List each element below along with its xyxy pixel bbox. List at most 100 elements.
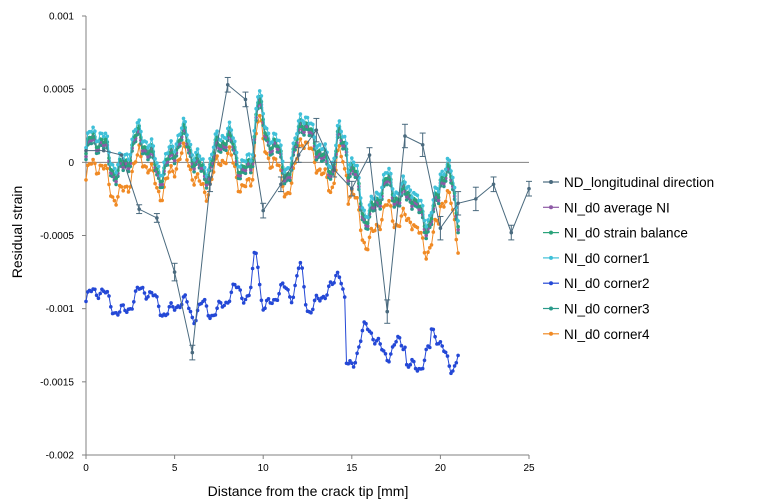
- data-point: [231, 136, 235, 140]
- data-point: [339, 154, 344, 159]
- data-point: [415, 193, 420, 198]
- data-point: [195, 147, 200, 151]
- data-point: [303, 303, 308, 307]
- data-point: [261, 208, 266, 213]
- data-point: [401, 206, 406, 211]
- data-point: [399, 214, 404, 218]
- data-point: [105, 289, 110, 294]
- data-point: [174, 167, 179, 171]
- data-point: [456, 227, 460, 232]
- data-point: [125, 310, 129, 315]
- data-point: [332, 167, 336, 172]
- data-point: [126, 190, 131, 194]
- data-point: [91, 125, 95, 130]
- data-point: [298, 112, 303, 116]
- data-point: [101, 134, 106, 139]
- data-point: [328, 171, 333, 176]
- data-point: [293, 136, 297, 140]
- legend-swatch-marker: [549, 281, 553, 286]
- data-point: [142, 291, 147, 295]
- data-point: [140, 285, 145, 290]
- data-point: [171, 305, 175, 309]
- data-point: [84, 299, 88, 304]
- data-point: [426, 250, 430, 254]
- data-point: [442, 205, 446, 209]
- data-point: [218, 147, 223, 151]
- data-point: [100, 137, 104, 142]
- data-point: [380, 185, 384, 190]
- data-point: [146, 154, 150, 159]
- data-point: [332, 281, 336, 285]
- data-point: [456, 353, 460, 358]
- y-tick-label: 0.001: [49, 12, 74, 23]
- data-point: [454, 237, 459, 242]
- data-point: [202, 165, 207, 170]
- data-point: [456, 230, 460, 235]
- legend: ND_longitudinal direction NI_d0 average N…: [543, 175, 714, 342]
- data-point: [167, 305, 172, 309]
- data-point: [229, 128, 234, 132]
- data-point: [183, 293, 187, 297]
- data-point: [422, 250, 427, 255]
- series-line: [86, 83, 530, 353]
- data-point: [389, 204, 393, 208]
- data-point: [454, 361, 459, 365]
- x-tick-label: 5: [172, 463, 178, 474]
- data-point: [241, 301, 246, 305]
- data-point: [440, 201, 445, 206]
- data-point: [337, 144, 342, 148]
- data-point: [190, 315, 195, 320]
- data-point: [218, 144, 223, 149]
- data-point: [226, 126, 230, 131]
- data-point: [392, 193, 397, 198]
- data-point: [224, 142, 228, 147]
- data-point: [357, 345, 361, 349]
- data-point: [139, 129, 143, 134]
- data-point: [420, 142, 425, 147]
- data-point: [440, 344, 445, 348]
- data-point: [424, 236, 429, 241]
- data-point: [185, 133, 189, 137]
- data-point: [334, 273, 338, 278]
- y-axis-label: Residual strain: [9, 186, 25, 279]
- data-point: [410, 204, 414, 208]
- data-point: [436, 198, 441, 203]
- data-point: [192, 158, 196, 162]
- data-point: [296, 119, 301, 123]
- data-point: [438, 340, 443, 344]
- data-point: [397, 224, 402, 229]
- data-point: [279, 143, 283, 148]
- data-point: [240, 296, 244, 301]
- data-point: [160, 173, 164, 178]
- legend-label: NI_d0 corner4: [564, 327, 650, 342]
- data-point: [112, 198, 117, 203]
- data-point: [249, 167, 253, 172]
- data-point: [332, 181, 336, 186]
- data-point: [259, 298, 264, 303]
- data-point: [346, 361, 351, 366]
- data-point: [355, 351, 359, 356]
- series-line: [85, 251, 459, 375]
- data-point: [408, 362, 413, 367]
- data-point: [428, 245, 432, 250]
- data-point: [428, 345, 432, 350]
- data-point: [109, 305, 113, 309]
- data-point: [137, 207, 141, 211]
- data-point: [146, 146, 150, 150]
- data-point: [300, 143, 305, 148]
- data-point: [378, 201, 383, 205]
- data-point: [410, 195, 414, 200]
- data-point: [91, 157, 95, 162]
- data-point: [243, 165, 248, 170]
- data-point: [238, 190, 242, 194]
- data-point: [403, 212, 407, 217]
- data-point: [105, 166, 110, 171]
- data-point: [369, 194, 374, 199]
- data-point: [190, 153, 195, 157]
- data-point: [238, 173, 242, 178]
- data-point: [302, 133, 306, 137]
- data-point: [360, 328, 365, 333]
- data-point: [314, 128, 319, 132]
- data-point: [291, 295, 296, 300]
- data-point: [204, 199, 209, 203]
